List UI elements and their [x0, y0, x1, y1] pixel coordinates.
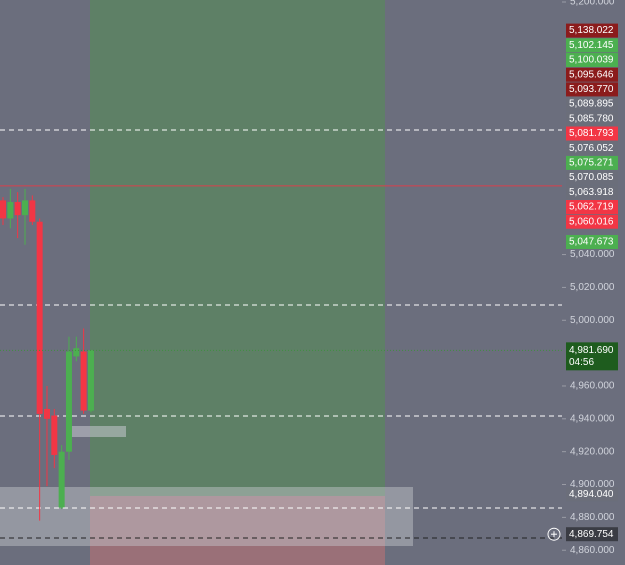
current-price-bg [566, 342, 618, 371]
candle-body [7, 202, 14, 219]
current-price-label: 4,981.690 [569, 345, 614, 356]
candle-body [0, 200, 6, 219]
price-label-bg [566, 38, 618, 53]
y-tick-label: 5,040.000 [570, 249, 615, 260]
y-tick-label: 5,200.000 [570, 0, 615, 8]
profit-zone [90, 0, 385, 496]
price-label: 5,102.145 [569, 40, 614, 51]
candle-body [58, 451, 65, 508]
price-label: 5,100.039 [569, 55, 614, 66]
plot: 4,860.000 4,880.000 4,900.000 4,920.000 4,94… [0, 0, 618, 556]
price-label: 5,047.673 [569, 237, 614, 248]
price-label-bg [566, 53, 618, 68]
candle-body [87, 350, 94, 411]
price-label: 5,075.271 [569, 158, 614, 169]
price-label-bg [566, 97, 618, 112]
price-label: 5,095.646 [569, 69, 614, 80]
candle-body [21, 200, 28, 216]
candle-body [29, 200, 36, 222]
y-tick-label: 4,900.000 [570, 479, 615, 490]
price-label-bg [566, 82, 618, 97]
y-tick-label: 4,940.000 [570, 413, 615, 424]
price-label: 5,138.022 [569, 25, 614, 36]
price-label: 5,062.719 [569, 202, 614, 213]
price-label: 5,070.085 [569, 172, 614, 183]
price-label-bg [566, 126, 618, 141]
y-tick-label: 4,920.000 [570, 446, 615, 457]
price-label: 5,081.793 [569, 128, 614, 139]
y-tick-label: 4,860.000 [570, 545, 615, 556]
y-tick-label: 4,960.000 [570, 381, 615, 392]
price-label-bg [566, 170, 618, 185]
price-label-bg [566, 67, 618, 82]
price-label-bg [566, 111, 618, 126]
price-label: 5,089.895 [569, 99, 614, 110]
y-tick-label: 4,880.000 [570, 512, 615, 523]
price-label-bg [566, 200, 618, 215]
price-label-bg [566, 141, 618, 156]
highlight-box [0, 487, 413, 546]
candle-body [43, 408, 50, 419]
price-label: 5,085.780 [569, 113, 614, 124]
price-label: 5,063.918 [569, 187, 614, 198]
countdown: 04:56 [569, 357, 594, 368]
y-tick-label: 5,020.000 [570, 282, 615, 293]
candle-body [73, 348, 80, 357]
candle-body [36, 221, 43, 414]
level-label: 4,869.754 [569, 529, 614, 540]
price-label-bg [566, 155, 618, 170]
level-label: 4,894.040 [569, 489, 614, 500]
level-label-bg [566, 527, 618, 542]
price-label: 5,060.016 [569, 216, 614, 227]
price-label-bg [566, 234, 618, 249]
price-label-bg [566, 185, 618, 200]
level-label-bg [566, 487, 618, 502]
price-label-bg [566, 23, 618, 38]
price-label: 5,093.770 [569, 84, 614, 95]
candle-body [51, 415, 58, 455]
candle-body [80, 351, 87, 411]
price-label: 5,076.052 [569, 143, 614, 154]
price-label-bg [566, 214, 618, 229]
y-tick-label: 5,000.000 [570, 315, 615, 326]
candle-body [14, 202, 21, 216]
add-alert-button[interactable] [547, 527, 561, 541]
candle-body [65, 351, 72, 452]
highlight-box [70, 426, 126, 437]
